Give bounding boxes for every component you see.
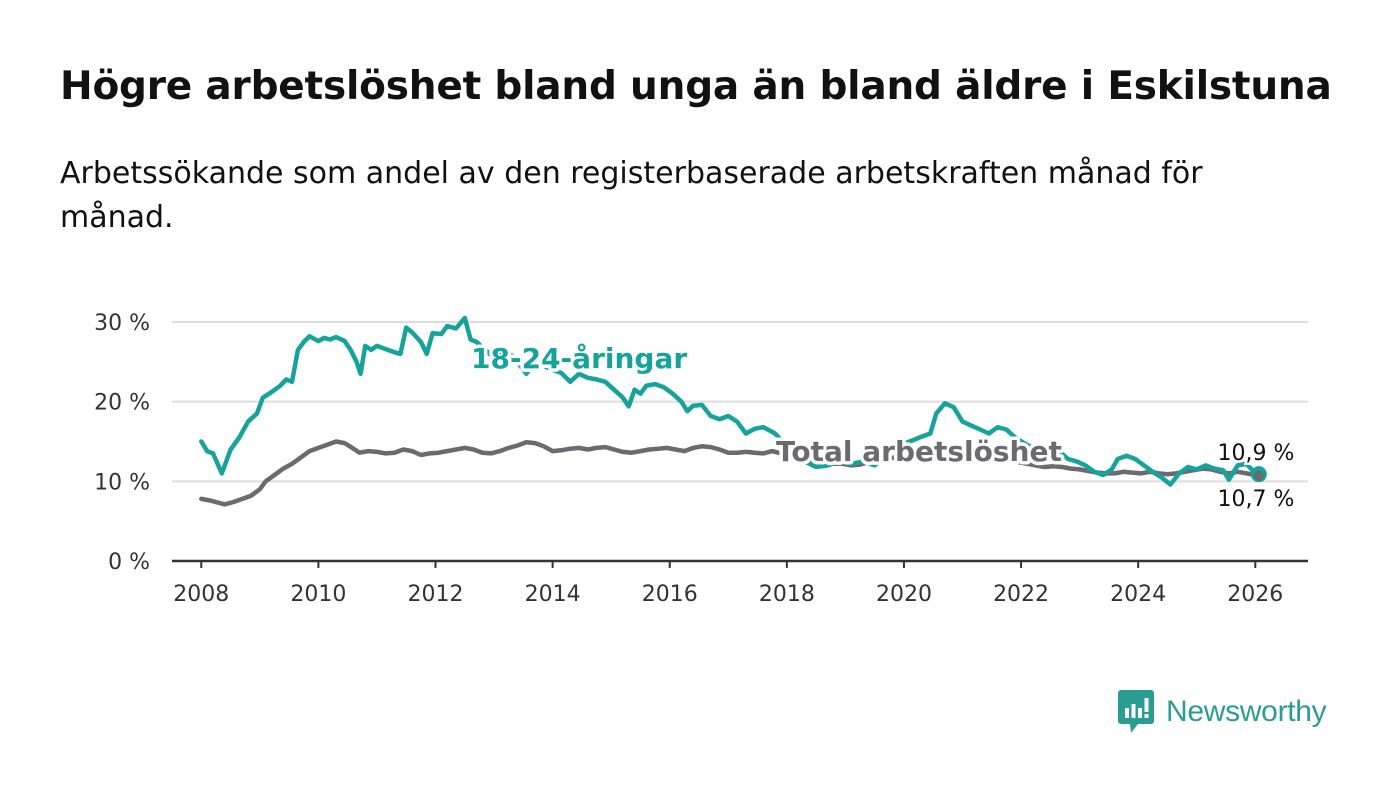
x-tick-label: 2008 — [173, 582, 229, 607]
y-tick-label: 0 % — [108, 550, 150, 575]
x-tick-label: 2014 — [525, 582, 581, 607]
grid-layer: 0 % 10 % 20 % 30 % 2008 2010 2012 2014 2016 2018 2… — [94, 311, 1308, 607]
newsworthy-logo-icon — [1118, 690, 1154, 733]
x-tick-label: 2012 — [408, 582, 464, 607]
end-value-label-youth: 10,9 % — [1218, 441, 1295, 466]
x-tick-label: 2022 — [993, 582, 1049, 607]
x-tick-label: 2018 — [759, 582, 815, 607]
end-point-total — [1253, 470, 1264, 481]
series-line-youth — [199, 315, 1262, 487]
label-layer: 18-24-åringar Total arbetslöshet 10,9 % 10,… — [468, 339, 1297, 515]
y-tick-label: 30 % — [94, 311, 150, 336]
brand-logo[interactable]: Newsworthy — [1118, 690, 1327, 734]
y-tick-label: 10 % — [94, 470, 150, 495]
series-line-total — [199, 439, 1262, 507]
series-label-youth: 18-24-åringar — [471, 342, 687, 375]
chart-title: Högre arbetslöshet bland unga än bland ä… — [60, 64, 1332, 109]
series-label-total: Total arbetslöshet — [776, 435, 1062, 468]
brand-name: Newsworthy — [1166, 695, 1327, 728]
x-tick-label: 2016 — [642, 582, 698, 607]
x-tick-label: 2026 — [1227, 582, 1283, 607]
chart-subtitle: Arbetssökande som andel av den registerb… — [60, 156, 1203, 235]
series-layer — [199, 315, 1267, 507]
x-tick-label: 2020 — [876, 582, 932, 607]
y-tick-label: 20 % — [94, 391, 150, 416]
end-value-label-total: 10,7 % — [1218, 487, 1295, 512]
line-chart: 0 % 10 % 20 % 30 % 2008 2010 2012 2014 2016 2018 2… — [94, 311, 1308, 607]
x-tick-label: 2010 — [290, 582, 346, 607]
x-tick-label: 2024 — [1110, 582, 1166, 607]
